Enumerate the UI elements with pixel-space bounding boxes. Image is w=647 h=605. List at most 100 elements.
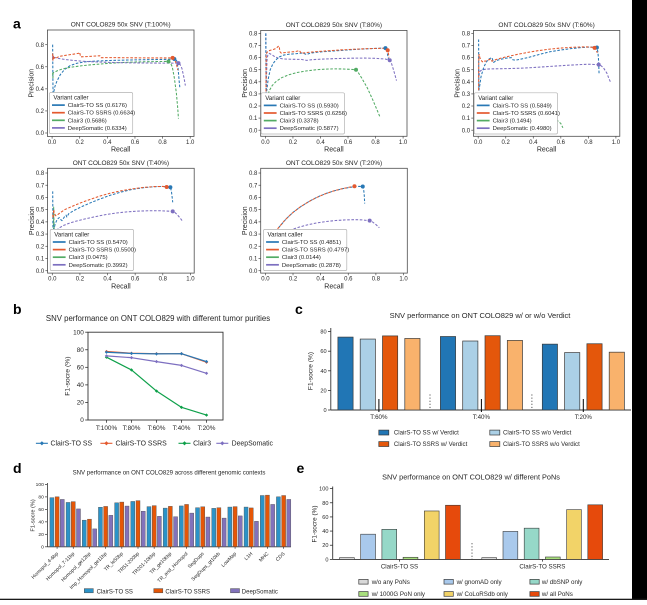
- svg-text:0.2: 0.2: [462, 104, 471, 110]
- svg-text:ClairS-TO SSRS (0.6041): ClairS-TO SSRS (0.6041): [493, 111, 560, 117]
- svg-text:T:100%: T:100%: [96, 425, 118, 432]
- svg-text:0.5: 0.5: [249, 208, 258, 214]
- svg-text:Variant caller: Variant caller: [478, 95, 513, 102]
- svg-text:ClairS-TO SS (0.5470): ClairS-TO SS (0.5470): [69, 240, 128, 246]
- svg-text:0.8: 0.8: [36, 171, 45, 177]
- svg-text:0.6: 0.6: [344, 140, 353, 146]
- svg-text:0.0: 0.0: [474, 140, 483, 146]
- svg-text:0.6: 0.6: [249, 56, 258, 62]
- svg-text:Clair3 (0.0475): Clair3 (0.0475): [69, 255, 108, 261]
- svg-text:100: 100: [319, 487, 328, 493]
- svg-text:40: 40: [77, 382, 85, 389]
- svg-text:0.0: 0.0: [36, 131, 45, 137]
- svg-text:T:20%: T:20%: [198, 425, 216, 432]
- svg-text:Clair3 (0.0144): Clair3 (0.0144): [282, 255, 321, 261]
- svg-text:ClairS-TO SS (0.5849): ClairS-TO SS (0.5849): [493, 103, 552, 109]
- svg-text:ClairS-TO SS (0.4851): ClairS-TO SS (0.4851): [282, 240, 341, 246]
- svg-text:Clair3 (0.3378): Clair3 (0.3378): [280, 119, 319, 125]
- svg-text:w/ gnomAD only: w/ gnomAD only: [456, 579, 503, 586]
- svg-text:40: 40: [322, 529, 328, 535]
- svg-text:0.7: 0.7: [249, 44, 258, 50]
- svg-text:Precision: Precision: [242, 69, 249, 98]
- svg-text:w/o any PoNs: w/o any PoNs: [371, 579, 410, 586]
- svg-text:1.0: 1.0: [186, 277, 195, 283]
- svg-text:80: 80: [322, 501, 328, 507]
- svg-text:20: 20: [77, 400, 85, 407]
- svg-text:ClairS-TO SSRS (0.4797): ClairS-TO SSRS (0.4797): [282, 248, 349, 254]
- svg-text:60: 60: [77, 365, 85, 372]
- svg-text:0.2: 0.2: [249, 244, 258, 250]
- svg-text:60: 60: [322, 515, 328, 521]
- svg-text:DeepSomatic (0.5877): DeepSomatic (0.5877): [280, 126, 339, 132]
- svg-text:F1-socre (%): F1-socre (%): [312, 506, 319, 543]
- svg-text:F1-socre (%): F1-socre (%): [307, 352, 314, 390]
- svg-text:0: 0: [325, 557, 328, 563]
- svg-text:0.3: 0.3: [36, 232, 45, 238]
- svg-text:SNV performance on ONT COLO829: SNV performance on ONT COLO829 w/ differ…: [382, 473, 560, 482]
- svg-text:T:60%: T:60%: [370, 414, 388, 421]
- svg-text:ClairS-TO SS w/ Verdict: ClairS-TO SS w/ Verdict: [394, 430, 459, 437]
- svg-text:0.6: 0.6: [131, 277, 140, 283]
- svg-text:60: 60: [38, 507, 44, 513]
- svg-text:b: b: [13, 301, 22, 317]
- svg-text:0.4: 0.4: [249, 80, 258, 86]
- svg-text:0.8: 0.8: [36, 43, 45, 49]
- svg-text:0.6: 0.6: [36, 196, 45, 202]
- svg-text:T:80%: T:80%: [123, 425, 141, 432]
- svg-text:20: 20: [320, 388, 326, 394]
- svg-text:DeepSomatic (0.6334): DeepSomatic (0.6334): [68, 126, 127, 132]
- svg-text:Variant caller: Variant caller: [265, 95, 300, 102]
- svg-text:0.4: 0.4: [249, 220, 258, 226]
- svg-text:DeepSomatic (0.3992): DeepSomatic (0.3992): [69, 263, 128, 269]
- svg-text:F1-socre (%): F1-socre (%): [65, 356, 72, 395]
- svg-text:0.1: 0.1: [249, 116, 258, 122]
- svg-text:0.6: 0.6: [557, 140, 566, 146]
- svg-text:0.5: 0.5: [36, 208, 45, 214]
- svg-text:0.1: 0.1: [249, 257, 258, 263]
- svg-text:Recall: Recall: [324, 147, 344, 154]
- svg-text:0: 0: [323, 408, 326, 414]
- svg-text:e: e: [297, 460, 305, 476]
- svg-text:100: 100: [73, 329, 84, 336]
- svg-text:ClairS-TO SSRS w/o Verdict: ClairS-TO SSRS w/o Verdict: [503, 441, 580, 448]
- svg-text:0.0: 0.0: [462, 128, 471, 134]
- svg-text:Recall: Recall: [537, 147, 557, 154]
- svg-text:0.4: 0.4: [529, 140, 538, 146]
- svg-text:0.0: 0.0: [261, 140, 270, 146]
- svg-text:0.8: 0.8: [372, 277, 381, 283]
- svg-text:ClairS-TO SS w/o Verdict: ClairS-TO SS w/o Verdict: [503, 430, 572, 437]
- svg-text:w/ 1000G PoN only: w/ 1000G PoN only: [371, 591, 426, 598]
- svg-text:0.2: 0.2: [36, 109, 45, 115]
- svg-text:DeepSomatic (0.4980): DeepSomatic (0.4980): [493, 126, 552, 132]
- svg-text:ONT COLO829 50x SNV (T:60%): ONT COLO829 50x SNV (T:60%): [498, 22, 594, 29]
- svg-text:ClairS-TO SSRS: ClairS-TO SSRS: [519, 564, 565, 571]
- svg-text:Variant caller: Variant caller: [268, 231, 303, 238]
- svg-text:0.5: 0.5: [462, 68, 471, 74]
- svg-text:60: 60: [320, 349, 326, 355]
- svg-text:0.1: 0.1: [36, 257, 45, 263]
- svg-text:40: 40: [320, 369, 326, 375]
- svg-text:0.6: 0.6: [131, 140, 140, 146]
- svg-text:20: 20: [322, 543, 328, 549]
- svg-text:ClairS-TO SSRS (0.6634): ClairS-TO SSRS (0.6634): [68, 111, 135, 117]
- svg-text:0.6: 0.6: [344, 277, 353, 283]
- svg-text:DeepSomatic: DeepSomatic: [242, 589, 278, 595]
- svg-text:0.7: 0.7: [462, 44, 471, 50]
- svg-text:SNV performance on ONT COLO829: SNV performance on ONT COLO829 with diff…: [46, 314, 270, 323]
- svg-text:0.2: 0.2: [502, 140, 511, 146]
- svg-text:0.2: 0.2: [289, 277, 298, 283]
- svg-text:0.0: 0.0: [48, 140, 57, 146]
- svg-text:40: 40: [38, 520, 44, 526]
- svg-text:Recall: Recall: [111, 147, 131, 154]
- svg-text:Precision: Precision: [242, 206, 249, 235]
- svg-text:ONT COLO829 50x SNV (T:100%): ONT COLO829 50x SNV (T:100%): [71, 22, 171, 29]
- svg-text:L1H: L1H: [243, 551, 254, 562]
- svg-text:0.3: 0.3: [249, 92, 258, 98]
- svg-text:0.4: 0.4: [316, 140, 325, 146]
- svg-text:ClairS-TO SS: ClairS-TO SS: [51, 441, 93, 448]
- svg-text:0: 0: [41, 545, 44, 551]
- svg-text:1.0: 1.0: [399, 140, 408, 146]
- svg-text:SNV performance on ONT COLO829: SNV performance on ONT COLO829 across di…: [73, 469, 266, 476]
- svg-text:ClairS-TO SS (0.5930): ClairS-TO SS (0.5930): [280, 103, 339, 109]
- svg-text:Variant caller: Variant caller: [53, 95, 88, 102]
